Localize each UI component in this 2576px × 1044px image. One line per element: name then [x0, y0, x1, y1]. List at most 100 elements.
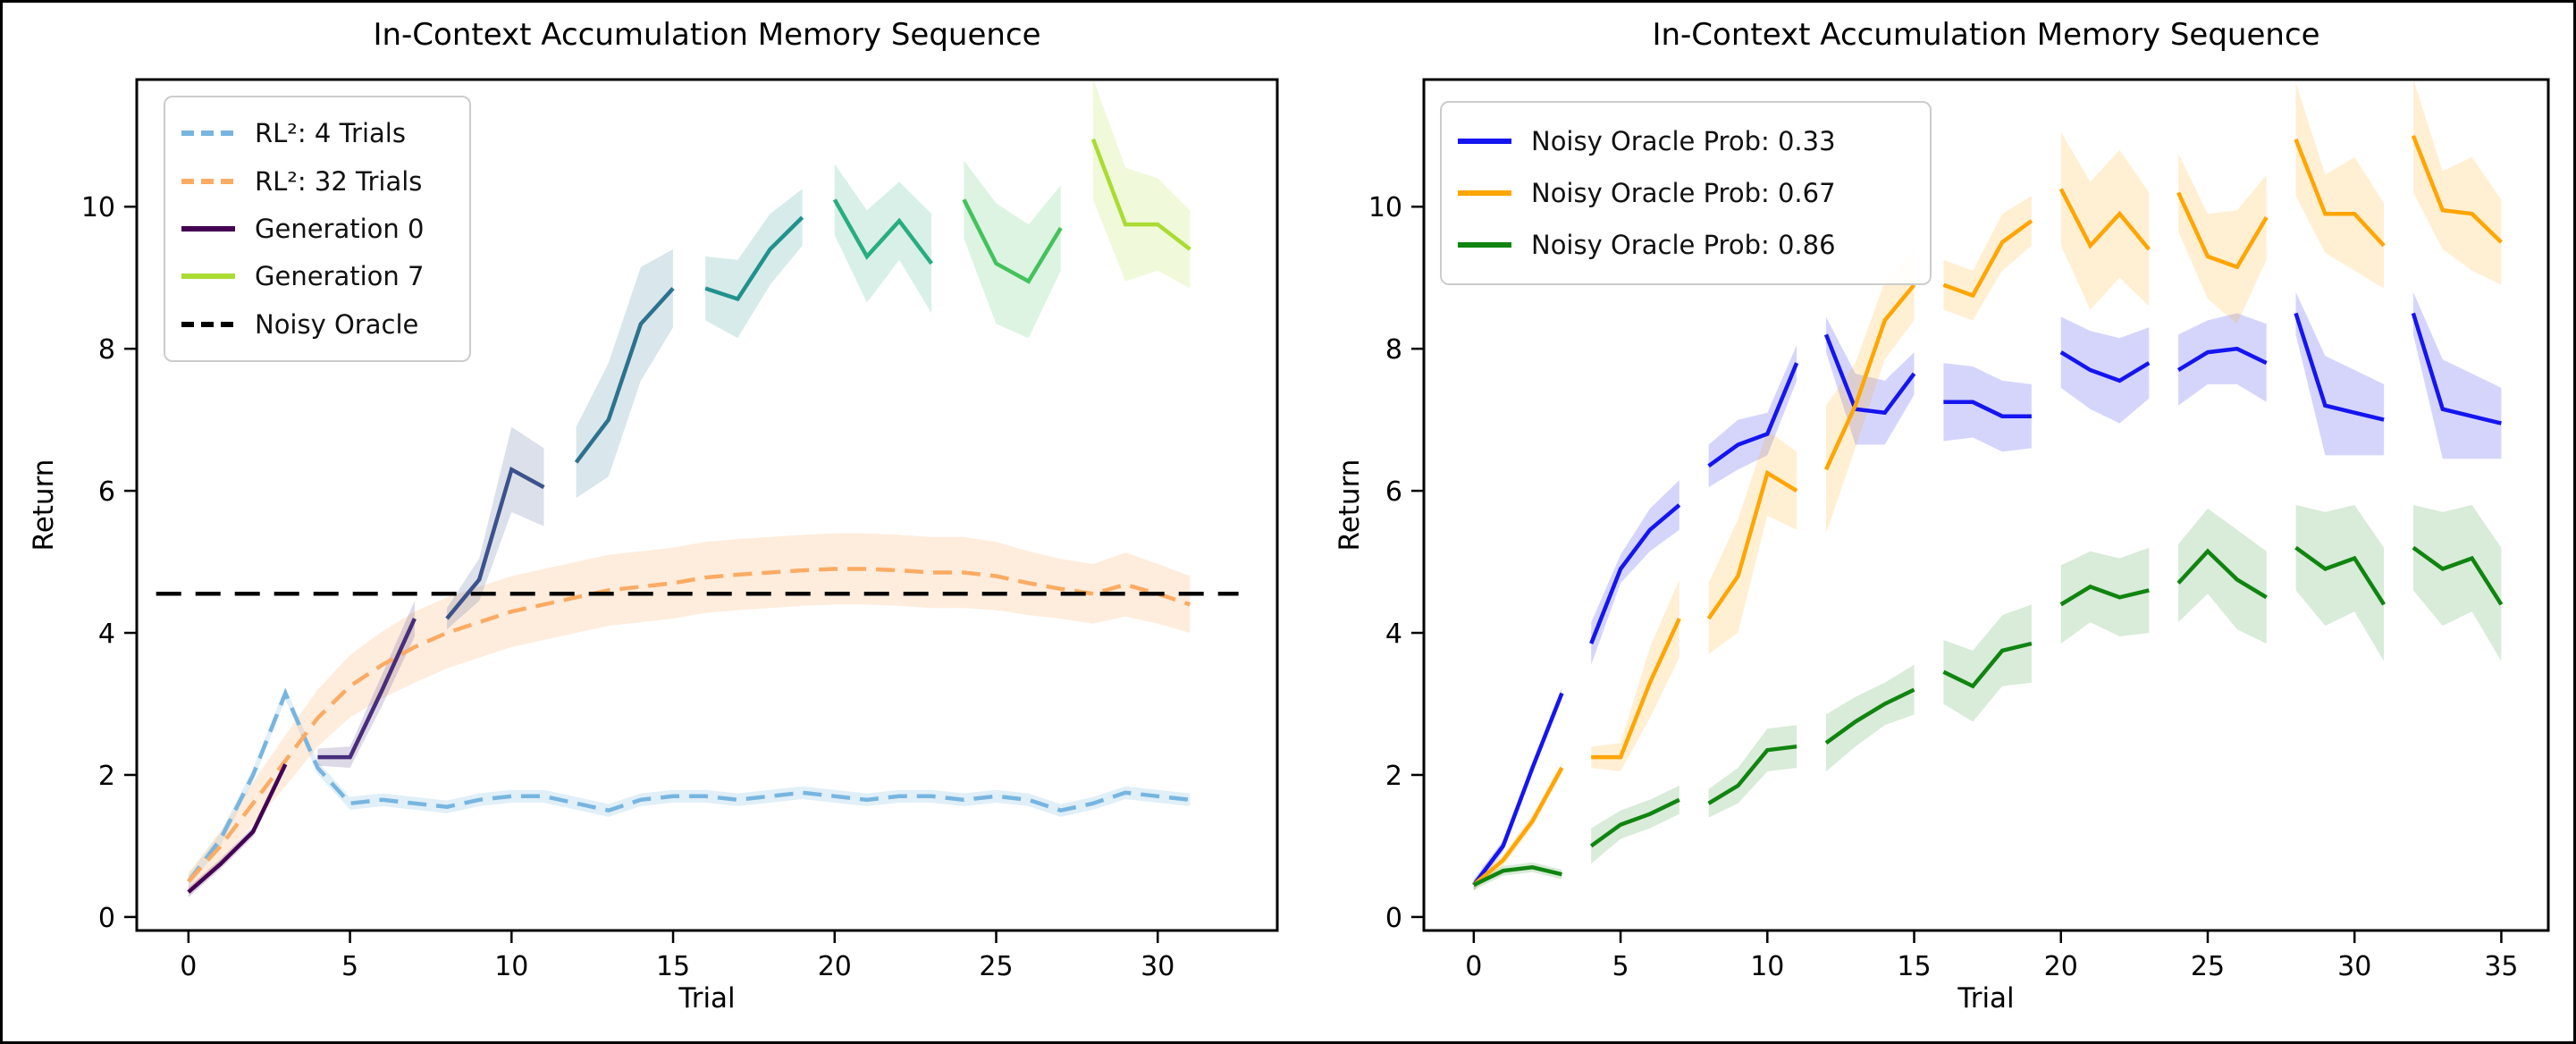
y-tick-label: 4 — [1385, 619, 1402, 650]
axes-frame — [135, 78, 1279, 932]
x-axis-label: Trial — [1957, 982, 2015, 1015]
series-band — [1826, 248, 1915, 534]
series-band — [1591, 579, 1679, 771]
series-line — [2176, 346, 2268, 372]
y-tick-label: 10 — [81, 192, 115, 223]
series-line — [1707, 744, 1797, 805]
series-line — [187, 687, 1191, 883]
series-line — [962, 198, 1063, 284]
series-band — [2178, 153, 2267, 324]
x-tick-label: 15 — [1897, 951, 1931, 982]
series-band — [2178, 509, 2267, 644]
series-band — [2060, 131, 2150, 310]
x-tick-label: 20 — [2044, 951, 2078, 982]
legend-item: Noisy Oracle — [165, 309, 469, 340]
series-line — [1472, 692, 1564, 887]
chart-title: In-Context Accumulation Memory Sequence — [373, 17, 1041, 53]
x-tick-label: 30 — [2337, 951, 2371, 982]
y-tick-label: 2 — [1385, 761, 1402, 792]
series-line — [2294, 312, 2385, 422]
series-line — [1824, 687, 1915, 745]
legend-swatch-line — [1458, 190, 1511, 196]
series-band — [2295, 291, 2385, 456]
series-band — [2412, 79, 2502, 285]
x-tick-label: 25 — [2191, 951, 2225, 982]
series-line — [2294, 545, 2386, 606]
legend: RL²: 4 Trials RL²: 32 Trials Generation 0 G… — [164, 96, 471, 362]
chart-title: In-Context Accumulation Memory Sequence — [1652, 17, 2320, 53]
series-line — [187, 567, 1191, 883]
y-tick-label: 2 — [98, 761, 115, 792]
series-line — [1707, 362, 1799, 468]
series-line — [2059, 350, 2151, 383]
series-line — [1591, 618, 1681, 760]
y-axis-label: Return — [28, 459, 60, 551]
legend-item: Noisy Oracle Prob: 0.33 — [1442, 126, 1930, 156]
series-line — [2412, 545, 2504, 606]
series-line — [1589, 797, 1680, 848]
x-tick-label: 5 — [341, 951, 358, 982]
legend-swatch-line — [1458, 139, 1511, 144]
series-line — [2294, 138, 2386, 248]
series-line — [1090, 139, 1191, 251]
series-line — [1706, 469, 1798, 620]
series-line — [445, 466, 545, 620]
x-tick-label: 10 — [1750, 951, 1784, 982]
legend-item: Noisy Oracle Prob: 0.67 — [1442, 178, 1930, 208]
series-line — [2411, 312, 2502, 425]
legend-label: RL²: 32 Trials — [255, 165, 423, 197]
series-band — [1093, 79, 1191, 289]
x-tick-label: 10 — [494, 951, 528, 982]
series-band — [1708, 725, 1797, 818]
series-band — [1591, 785, 1679, 864]
y-tick-label: 4 — [98, 619, 115, 650]
series-band — [964, 160, 1061, 339]
legend-label: Noisy Oracle Prob: 0.67 — [1531, 178, 1836, 208]
series-line — [1823, 283, 1916, 471]
series-band — [2295, 505, 2385, 661]
y-tick-label: 0 — [98, 903, 115, 934]
series-band — [188, 533, 1191, 890]
legend-item: RL²: 32 Trials — [165, 166, 469, 197]
series-line — [1472, 865, 1562, 888]
legend-swatch-line — [181, 178, 235, 184]
series-band — [1943, 604, 2032, 722]
legend-item: RL²: 4 Trials — [165, 118, 469, 148]
y-tick-label: 8 — [98, 334, 115, 366]
axes-frame — [1422, 78, 2550, 932]
series-band — [2412, 291, 2502, 459]
series-band — [705, 189, 803, 339]
series-band — [1826, 664, 1915, 771]
series-line — [574, 287, 675, 464]
series-band — [1826, 316, 1915, 445]
series-line — [2058, 188, 2151, 251]
legend-swatch-line — [181, 130, 235, 137]
series-line — [1942, 219, 2033, 299]
x-tick-label: 30 — [1141, 951, 1174, 982]
x-tick-label: 15 — [656, 951, 690, 982]
series-line — [1472, 766, 1564, 887]
series-band — [2060, 547, 2150, 644]
y-tick-label: 0 — [1385, 903, 1402, 934]
legend-label: Noisy Oracle Prob: 0.33 — [1531, 126, 1836, 156]
series-band — [2060, 316, 2150, 424]
series-line — [2176, 548, 2268, 600]
legend-swatch-line — [1458, 242, 1511, 248]
series-line — [1943, 400, 2032, 418]
series-band — [188, 686, 1191, 888]
series-band — [2178, 313, 2267, 406]
x-tick-label: 25 — [979, 951, 1013, 982]
series-band — [1708, 430, 1797, 654]
plot-area-right: 0 5 10 15 20 25 30 35 0 2 4 6 8 10 — [1368, 78, 2550, 982]
legend-label: Noisy Oracle — [255, 308, 419, 340]
y-tick-label: 8 — [1385, 334, 1402, 366]
series-band — [1943, 196, 2032, 321]
legend-label: Noisy Oracle Prob: 0.86 — [1531, 230, 1836, 260]
series-line — [2059, 584, 2150, 607]
legend-swatch-line — [181, 274, 235, 280]
legend-swatch-line — [181, 321, 235, 327]
series-line — [187, 763, 288, 894]
x-tick-label: 5 — [1612, 951, 1629, 982]
legend-item: Noisy Oracle Prob: 0.86 — [1442, 230, 1930, 260]
